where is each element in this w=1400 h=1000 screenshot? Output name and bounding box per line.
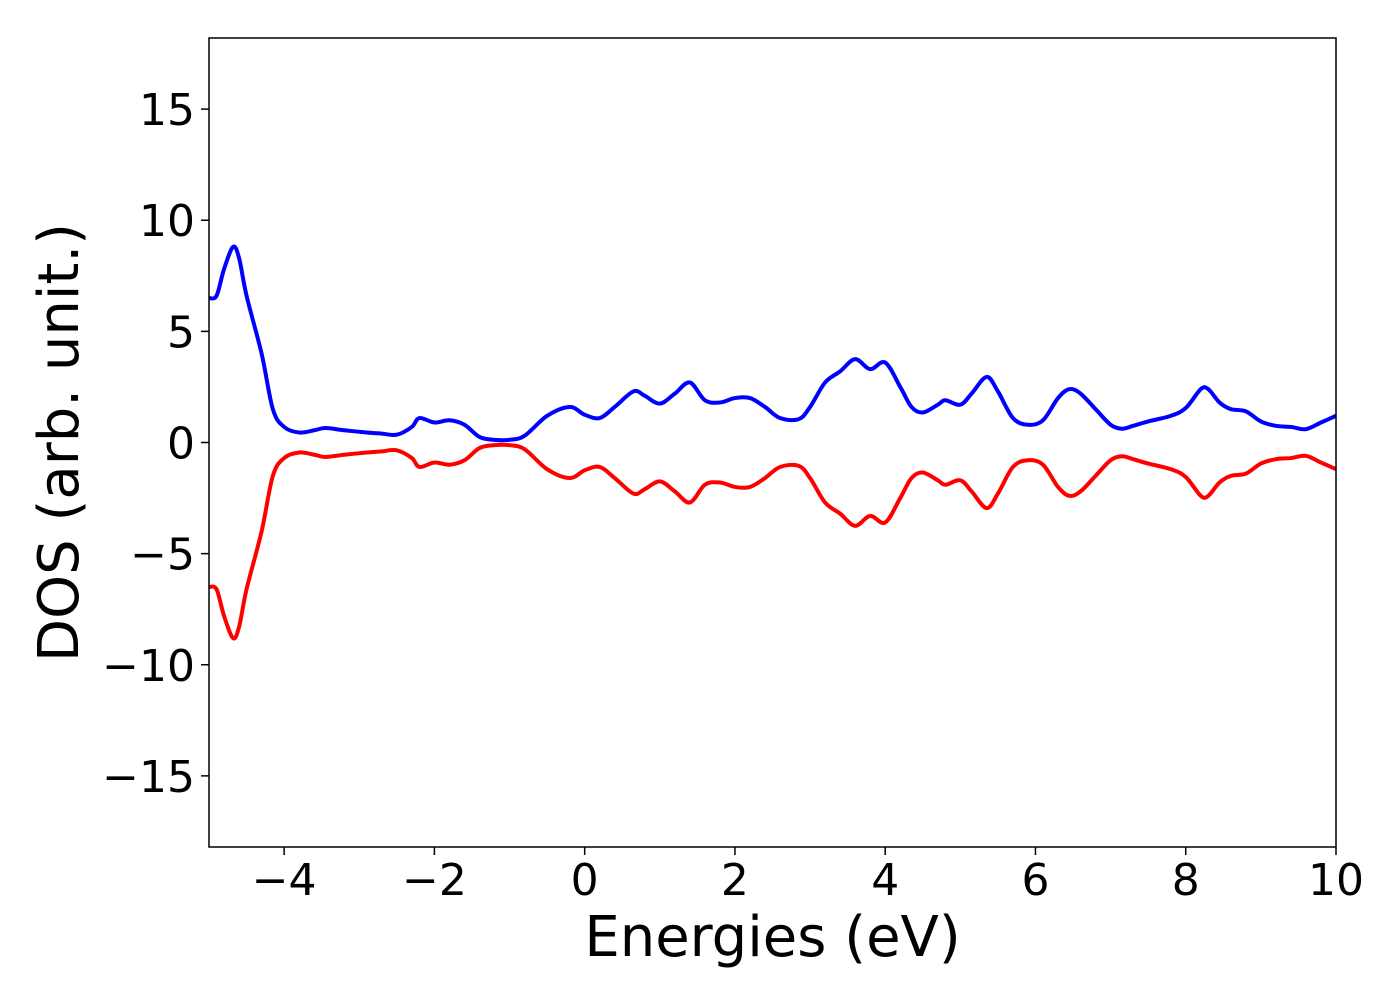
series-layer bbox=[209, 244, 1336, 641]
y-tick-label: 15 bbox=[139, 85, 195, 136]
x-tick-label: 2 bbox=[721, 855, 749, 906]
x-tick-label: 10 bbox=[1308, 855, 1364, 906]
x-tick-label: 6 bbox=[1021, 855, 1049, 906]
y-tick-label: 10 bbox=[139, 196, 195, 247]
y-axis-title: DOS (arb. unit.) bbox=[27, 223, 92, 662]
x-tick-label: −4 bbox=[252, 855, 317, 906]
y-tick-label: −5 bbox=[130, 530, 195, 581]
y-tick-label: 0 bbox=[167, 419, 195, 470]
y-tick-label: 5 bbox=[167, 307, 195, 358]
y-axis: 15 10 5 0 −5 −10 −15 bbox=[102, 85, 209, 803]
series-line-0 bbox=[209, 244, 1336, 443]
x-axis: −4 −2 0 2 4 6 8 10 bbox=[252, 847, 1364, 906]
x-tick-label: 8 bbox=[1172, 855, 1200, 906]
y-tick-label: −15 bbox=[102, 752, 195, 803]
x-tick-label: −2 bbox=[402, 855, 467, 906]
x-axis-title: Energies (eV) bbox=[584, 905, 960, 970]
series-line-1 bbox=[209, 442, 1336, 641]
x-tick-label: 0 bbox=[571, 855, 599, 906]
y-tick-label: −10 bbox=[102, 641, 195, 692]
x-tick-label: 4 bbox=[871, 855, 899, 906]
plot-frame bbox=[208, 37, 1337, 848]
